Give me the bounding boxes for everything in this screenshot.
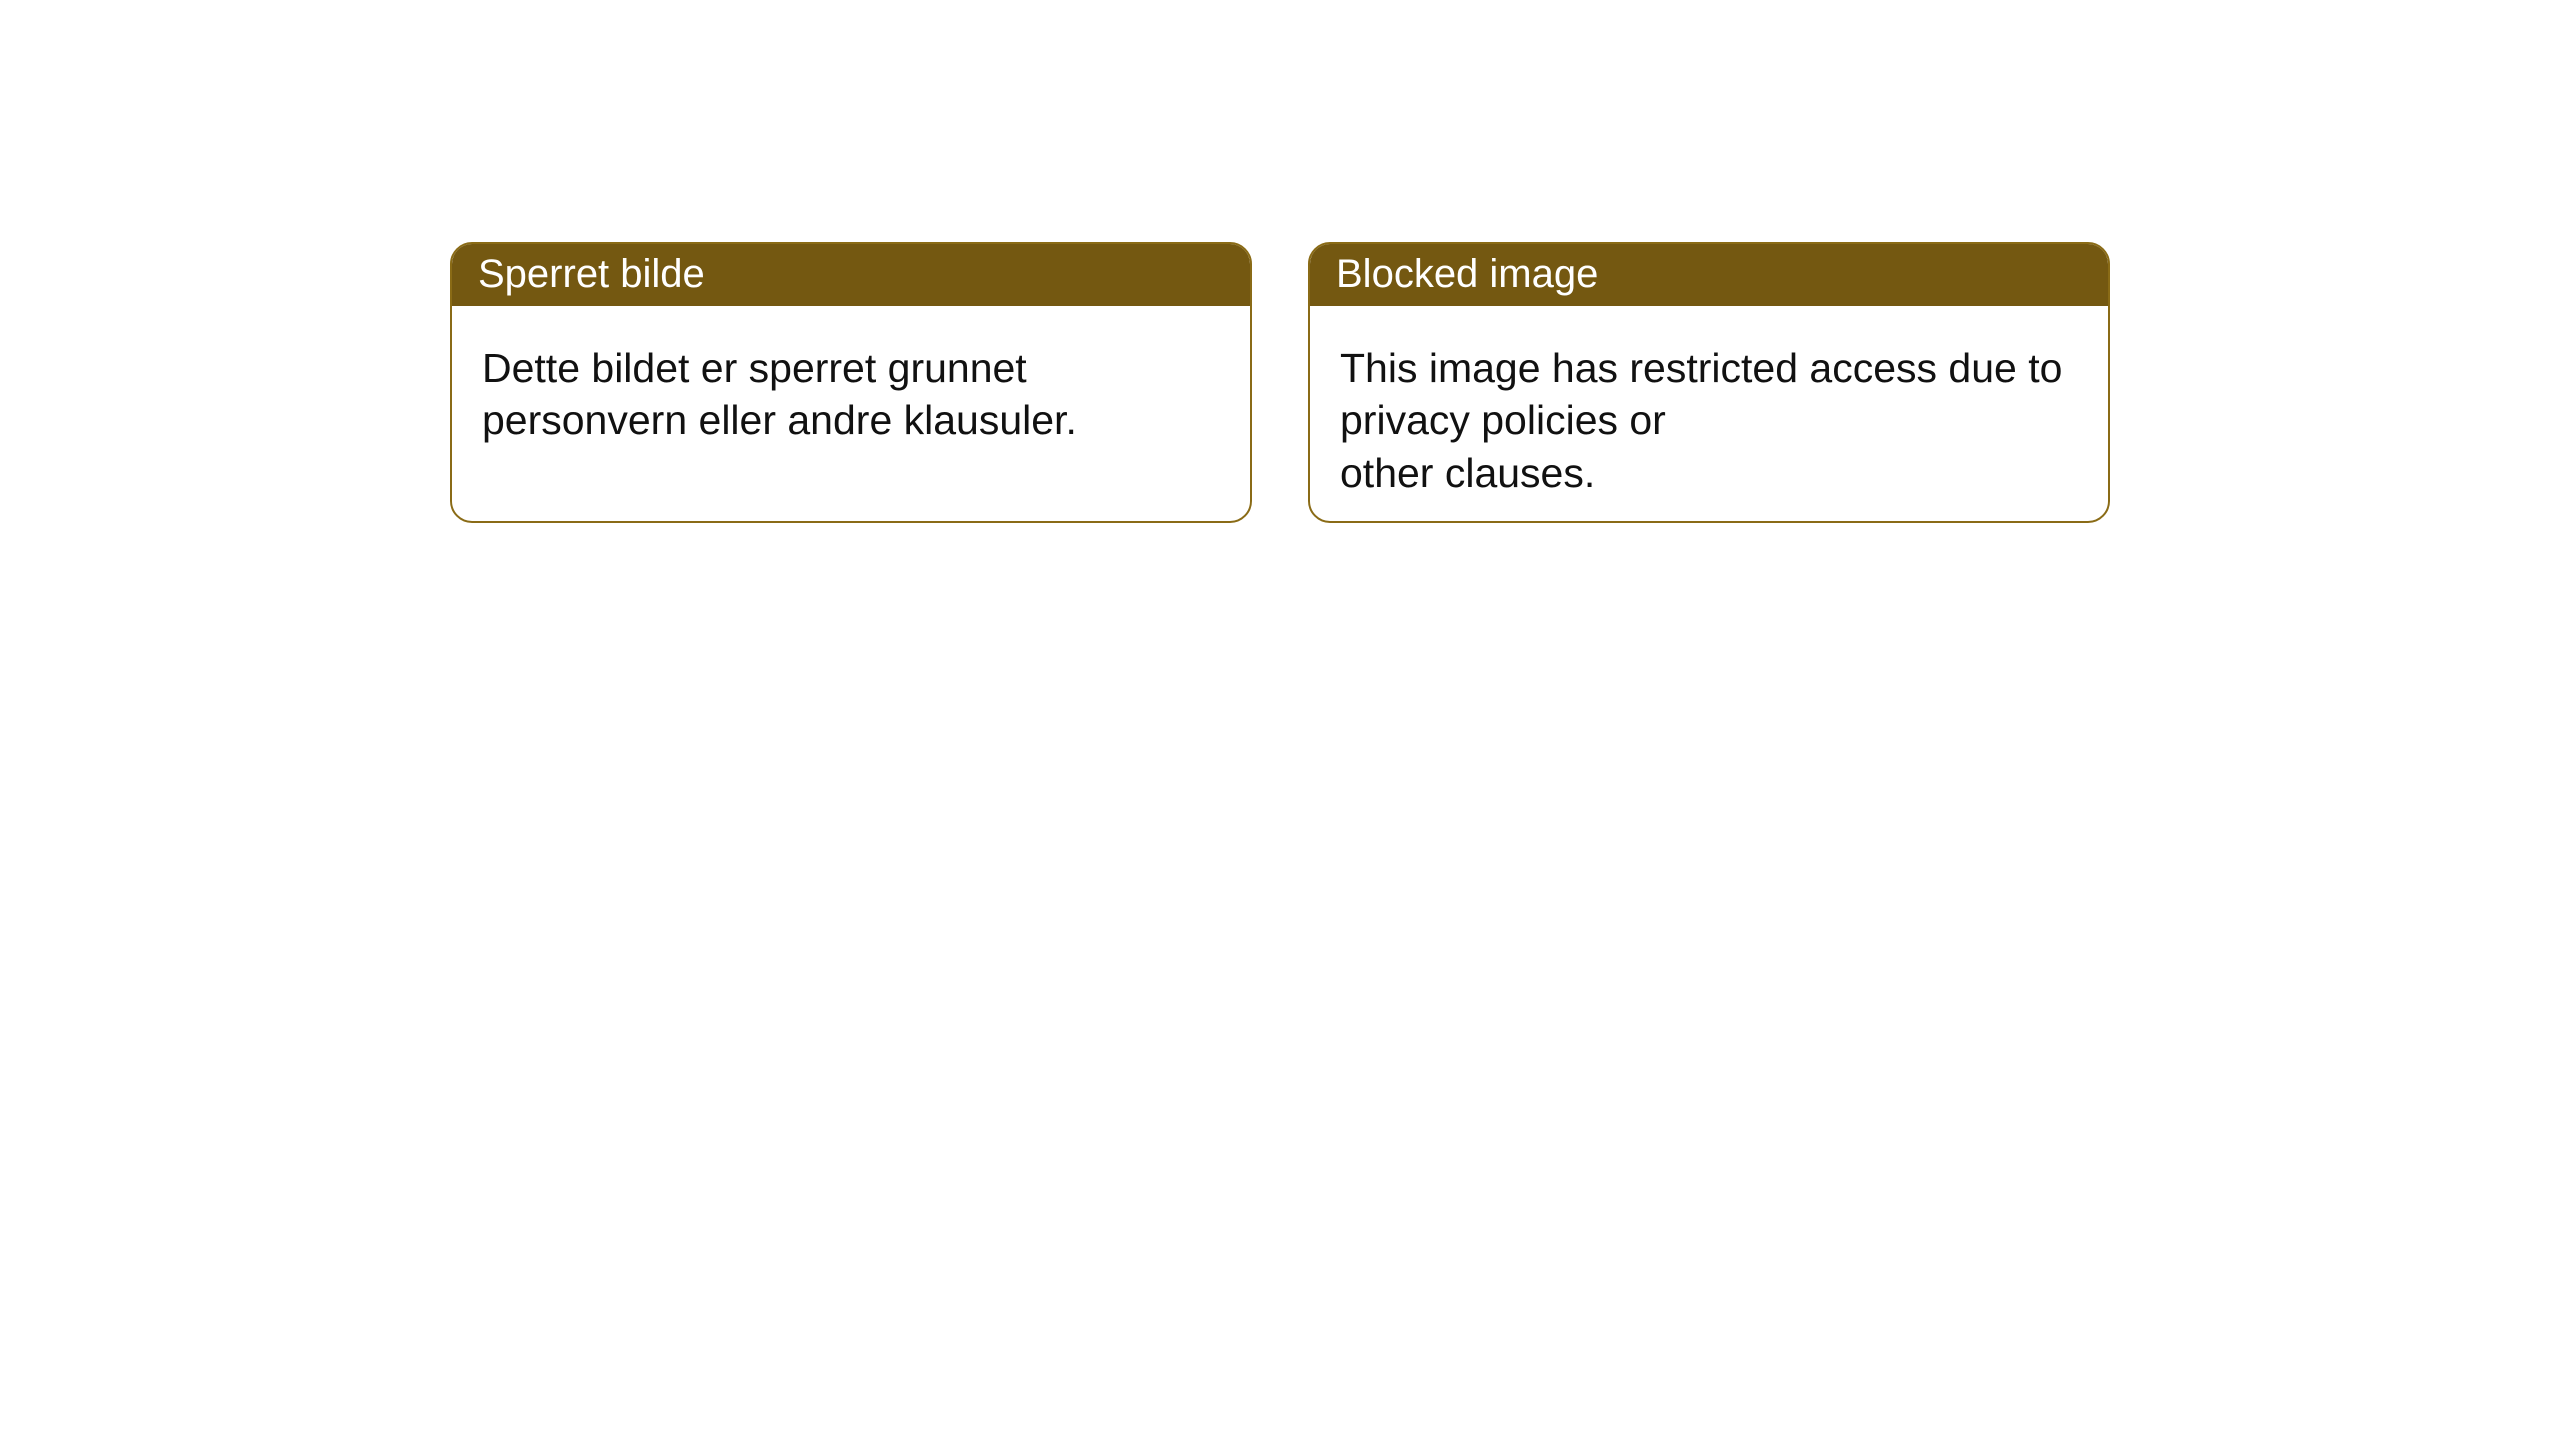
notice-card-title: Blocked image bbox=[1310, 244, 2108, 306]
notice-card-title: Sperret bilde bbox=[452, 244, 1250, 306]
notice-card-no: Sperret bilde Dette bildet er sperret gr… bbox=[450, 242, 1252, 523]
notice-card-en: Blocked image This image has restricted … bbox=[1308, 242, 2110, 523]
notice-card-body: This image has restricted access due to … bbox=[1310, 306, 2108, 521]
notice-card-body: Dette bildet er sperret grunnet personve… bbox=[452, 306, 1250, 516]
notice-cards-row: Sperret bilde Dette bildet er sperret gr… bbox=[450, 242, 2110, 523]
